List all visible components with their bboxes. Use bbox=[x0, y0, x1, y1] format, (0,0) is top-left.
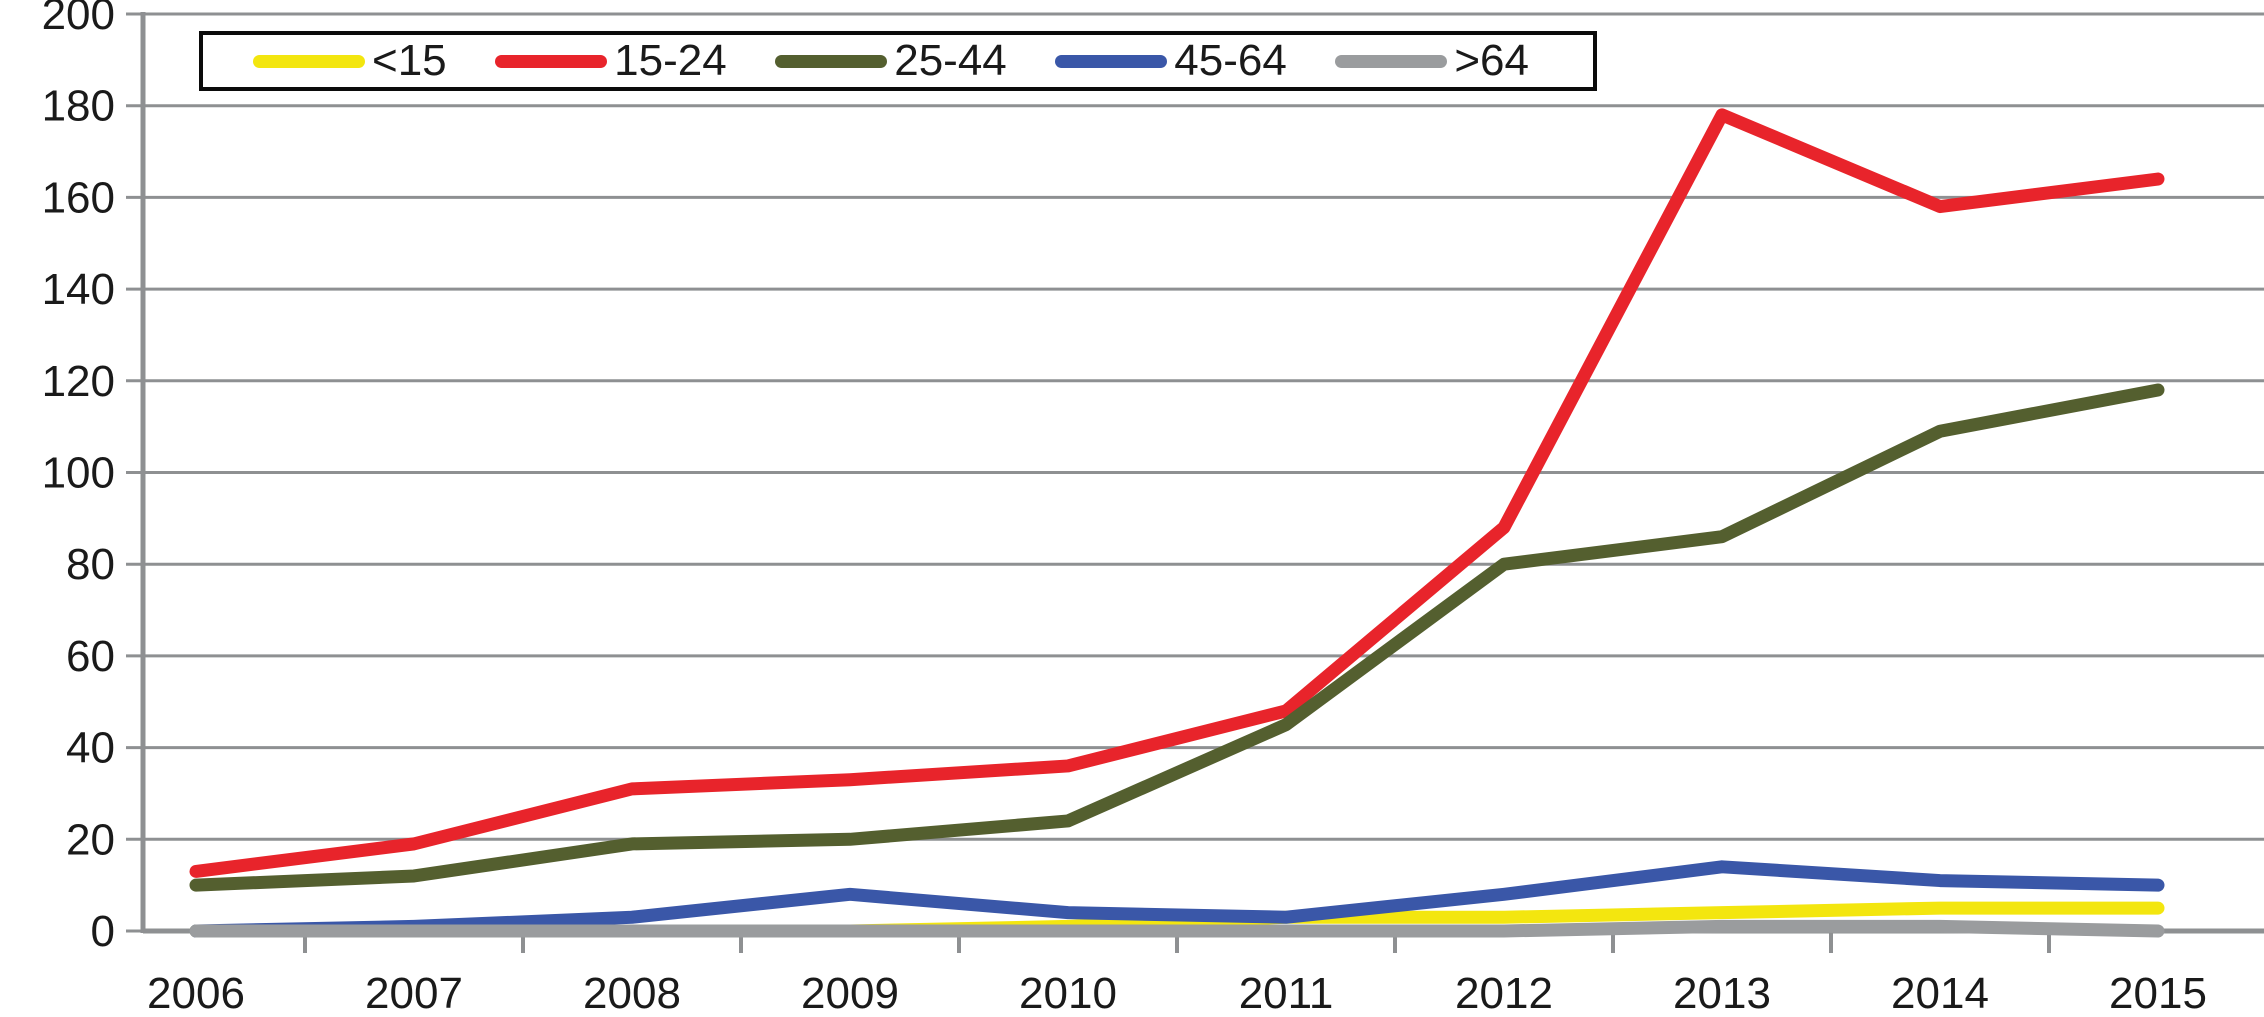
series-line-2544 bbox=[189, 383, 2165, 892]
x-axis-label: 2011 bbox=[1239, 969, 1334, 1017]
series-line-4564 bbox=[189, 860, 2165, 938]
legend-item-15: <15 bbox=[253, 39, 447, 83]
legend-swatch bbox=[495, 54, 608, 68]
legend-item-64: >64 bbox=[1335, 39, 1529, 83]
legend-swatch bbox=[1055, 54, 1168, 68]
x-axis-label: 2007 bbox=[365, 969, 463, 1017]
y-axis-label: 100 bbox=[42, 449, 115, 498]
legend-item-label: >64 bbox=[1454, 36, 1529, 85]
x-axis-label: 2014 bbox=[1891, 969, 1989, 1017]
series-line-1524 bbox=[189, 108, 2165, 878]
legend: <15 15-24 25-44 45-64 >64 bbox=[199, 31, 1597, 91]
series-line-64 bbox=[189, 919, 2165, 938]
y-axis-label: 20 bbox=[66, 815, 115, 864]
y-axis-label: 200 bbox=[42, 0, 115, 39]
x-axis-label: 2008 bbox=[583, 969, 681, 1017]
y-axis-label: 0 bbox=[91, 907, 115, 956]
y-axis-label: 80 bbox=[66, 540, 115, 589]
y-axis-label: 160 bbox=[42, 173, 115, 222]
x-axis-label: 2012 bbox=[1455, 969, 1553, 1017]
y-axis-label: 120 bbox=[42, 357, 115, 406]
x-axis-label: 2013 bbox=[1673, 969, 1771, 1017]
x-axis-label: 2015 bbox=[2109, 969, 2207, 1017]
legend-item-2544: 25-44 bbox=[775, 39, 1007, 83]
legend-swatch bbox=[1335, 54, 1448, 68]
legend-item-1524: 15-24 bbox=[495, 39, 727, 83]
y-axis-label: 180 bbox=[42, 82, 115, 131]
legend-item-4564: 45-64 bbox=[1055, 39, 1287, 83]
legend-swatch bbox=[253, 54, 365, 68]
y-axis-label: 140 bbox=[42, 265, 115, 314]
legend-item-label: 45-64 bbox=[1174, 36, 1287, 85]
x-axis-label: 2010 bbox=[1019, 969, 1117, 1017]
legend-item-label: 15-24 bbox=[614, 36, 727, 85]
legend-item-label: 25-44 bbox=[894, 36, 1007, 85]
y-axis-label: 40 bbox=[66, 724, 115, 773]
x-axis-label: 2006 bbox=[147, 969, 245, 1017]
x-axis-label: 2009 bbox=[801, 969, 899, 1017]
legend-item-label: <15 bbox=[372, 36, 447, 85]
y-axis-label: 60 bbox=[66, 632, 115, 681]
legend-swatch bbox=[775, 54, 888, 68]
